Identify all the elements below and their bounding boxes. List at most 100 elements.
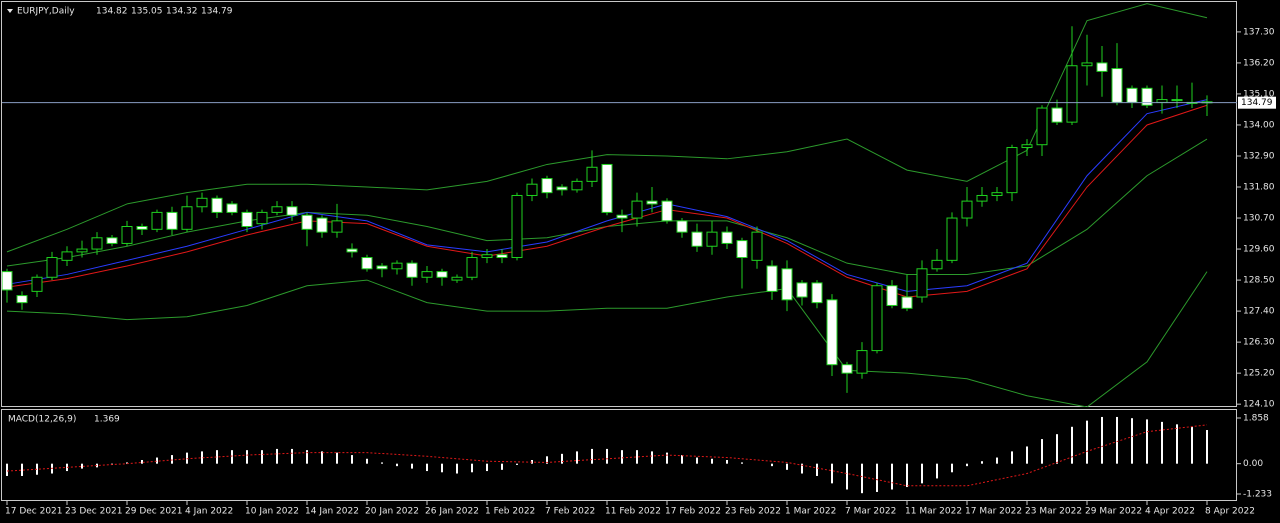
candle-body (301, 214, 313, 230)
candle-body (346, 248, 358, 253)
candle-body (1096, 62, 1108, 72)
x-tick-label: 17 Mar 2022 (965, 507, 1022, 517)
candle-body (721, 231, 733, 244)
candle-body (166, 211, 178, 230)
y-tick-label: 0.00 (1243, 459, 1263, 469)
header-low: 134.32 (166, 7, 198, 17)
candle-body (286, 206, 298, 216)
candle-body (691, 231, 703, 247)
candle-body (1081, 62, 1093, 67)
candle-body (901, 296, 913, 309)
candle-body (1036, 107, 1048, 146)
candle-body (451, 276, 463, 281)
y-tick-label: 134.00 (1243, 120, 1275, 130)
candle-body (1141, 87, 1153, 106)
candle-body (751, 231, 763, 261)
y-tick-label: 127.40 (1243, 307, 1275, 317)
indicator-line (6, 99, 1208, 292)
macd-title: MACD(12,26,9) (8, 415, 76, 425)
y-tick-label: 1.858 (1243, 413, 1269, 423)
x-tick-label: 14 Jan 2022 (305, 507, 359, 517)
candle-body (436, 271, 448, 278)
current-price-label: 134.79 (1241, 98, 1273, 108)
x-tick-label: 7 Mar 2022 (845, 507, 896, 517)
candle-body (676, 220, 688, 233)
x-tick-label: 7 Feb 2022 (545, 507, 595, 517)
candle-body (181, 206, 193, 230)
candle-body (376, 265, 388, 270)
candle-body (31, 276, 43, 292)
x-tick-label: 11 Mar 2022 (905, 507, 962, 517)
candle-body (646, 200, 658, 205)
x-tick-label: 10 Jan 2022 (245, 507, 299, 517)
x-tick-label: 23 Dec 2021 (65, 507, 123, 517)
candle-body (391, 262, 403, 270)
price-panel-frame (1, 1, 1237, 407)
y-tick-label: 132.90 (1243, 151, 1275, 161)
x-tick-label: 4 Apr 2022 (1145, 507, 1195, 517)
candle-body (541, 178, 553, 194)
candle-body (406, 262, 418, 278)
candle-body (361, 257, 373, 270)
candle-body (496, 254, 508, 259)
candle-body (631, 200, 643, 219)
candle-body (271, 206, 283, 213)
price-plot (2, 3, 1237, 407)
y-tick-label: 124.10 (1243, 400, 1275, 410)
candle-body (706, 231, 718, 247)
candle-body (421, 271, 433, 278)
candle-body (961, 200, 973, 219)
x-tick-label: 17 Feb 2022 (665, 507, 721, 517)
candle-body (826, 299, 838, 366)
y-tick-label: 137.30 (1243, 27, 1275, 37)
candle-body (91, 237, 103, 250)
candle-body (1051, 107, 1063, 123)
current-price-box (1238, 96, 1276, 109)
candle-body (2, 271, 13, 291)
x-tick-label: 29 Dec 2021 (125, 507, 183, 517)
y-tick-label: 125.20 (1243, 369, 1275, 379)
header-high: 135.05 (131, 7, 163, 17)
header-open: 134.82 (96, 7, 128, 17)
x-tick-label: 23 Feb 2022 (725, 507, 781, 517)
candle-body (886, 285, 898, 306)
candle-body (1126, 87, 1138, 103)
candle-body (481, 254, 493, 259)
indicator-line (6, 424, 1208, 487)
candle-body (511, 194, 523, 259)
candle-body (211, 197, 223, 213)
candle-body (16, 295, 28, 304)
candle-body (586, 166, 598, 182)
x-tick-label: 23 Mar 2022 (1025, 507, 1082, 517)
header-close: 134.79 (201, 7, 233, 17)
candle-body (1021, 144, 1033, 149)
candle-body (601, 163, 613, 213)
macd-main-value: 1.369 (94, 415, 120, 425)
candle-body (916, 268, 928, 298)
candle-body (151, 211, 163, 230)
candle-body (841, 364, 853, 374)
candle-body (931, 259, 943, 270)
y-tick-label: 131.80 (1243, 183, 1275, 193)
symbol: EURJPY,Daily (17, 7, 75, 17)
candle-body (991, 192, 1003, 196)
menu-arrow[interactable] (7, 9, 13, 13)
indicator-line (6, 271, 1208, 407)
candle-body (316, 217, 328, 233)
x-tick-label: 1 Mar 2022 (785, 507, 836, 517)
candle-body (661, 200, 673, 222)
candle-body (811, 282, 823, 304)
candle-body (781, 268, 793, 301)
candle-body (76, 248, 88, 253)
candle-body (1111, 68, 1123, 103)
y-tick-label: -1.233 (1243, 490, 1272, 500)
x-tick-label: 29 Mar 2022 (1085, 507, 1142, 517)
candle-body (796, 282, 808, 298)
candle-body (1006, 147, 1018, 194)
x-tick-label: 8 Apr 2022 (1205, 507, 1255, 517)
x-tick-label: 20 Jan 2022 (365, 507, 419, 517)
candle-body (736, 240, 748, 259)
candle-body (466, 257, 478, 278)
candle-body (1171, 99, 1183, 102)
